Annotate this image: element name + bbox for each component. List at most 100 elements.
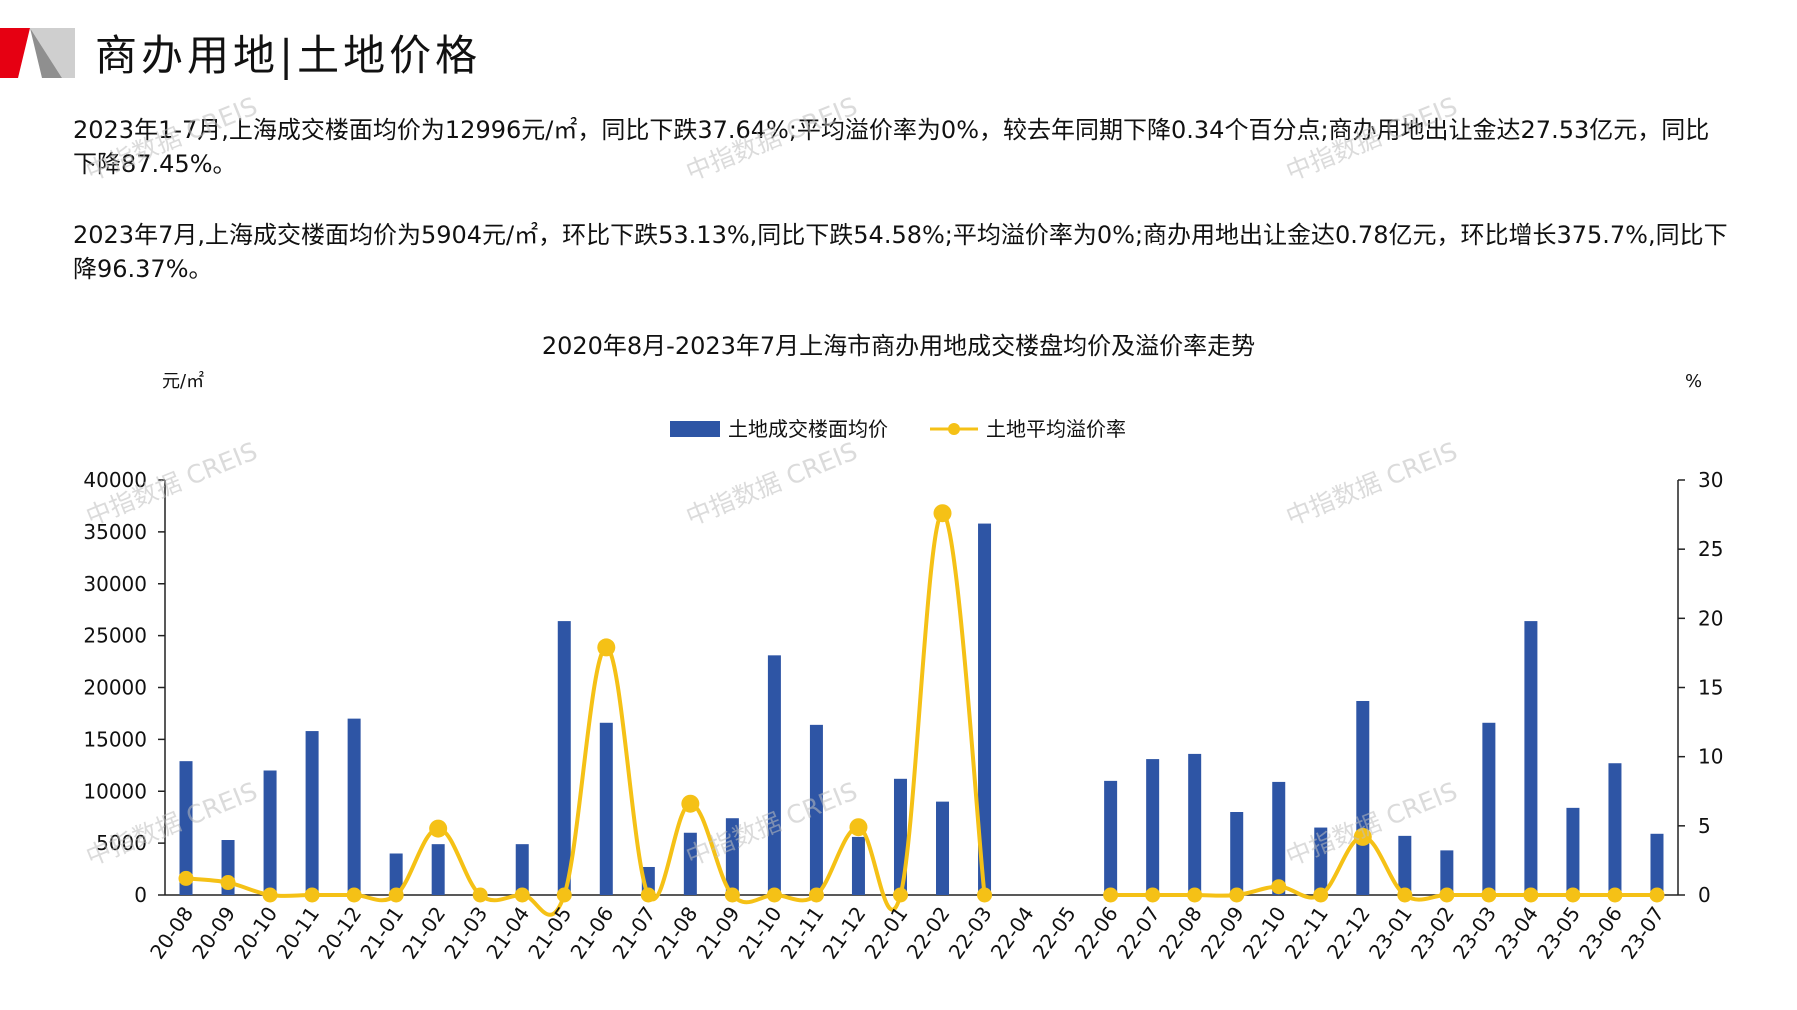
bar-23-02 [1440,850,1454,895]
x-tick-label: 23-04 [1490,902,1543,963]
bar-21-09 [725,818,739,895]
chart-axes: 0 5000 10000 15000 20000 25000 30000 35000 40000… [83,468,1723,907]
chart-title: 2020年8月-2023年7月上海市商办用地成交楼盘均价及溢价率走势 [541,332,1256,360]
point-21-07 [640,887,656,903]
point-21-09 [724,887,740,903]
x-tick-label: 21-09 [691,902,744,963]
x-tick-label: 20-10 [229,902,282,963]
point-21-03 [472,887,488,903]
y-right-tick-label: 15 [1698,676,1723,700]
bar-21-02 [431,844,445,895]
bar-23-04 [1524,621,1538,895]
summary-paragraph-ytd: 2023年1-7月,上海成交楼面均价为12996元/㎡，同比下跌37.64%;平… [73,116,1710,178]
bar-21-12 [851,836,865,895]
y-right-unit: % [1685,371,1702,392]
x-tick-label: 21-03 [439,902,492,963]
x-tick-label: 21-05 [523,902,576,963]
legend-bar-swatch [670,421,720,437]
y-right-tick-label: 25 [1698,537,1723,561]
page-title: 商办用地|土地价格 [95,31,482,80]
point-22-03 [977,887,993,903]
bar-22-08 [1188,753,1202,895]
bar-22-10 [1272,781,1286,895]
bar-20-11 [305,731,319,895]
x-tick-label: 21-04 [481,902,534,963]
x-tick-label: 22-08 [1154,902,1207,963]
x-tick-label: 22-09 [1196,902,1249,963]
point-21-01 [388,887,404,903]
y-left-tick-label: 15000 [83,727,147,751]
bar-23-01 [1398,835,1412,895]
x-tick-label: 21-07 [607,902,660,963]
y-right-tick-label: 5 [1698,814,1711,838]
point-22-10 [1271,879,1287,895]
line-series [178,504,1665,917]
point-23-01 [1397,887,1413,903]
bar-series [179,523,1664,895]
bar-20-10 [263,770,277,895]
x-tick-label: 21-11 [776,902,829,963]
bar-21-01 [389,853,403,895]
point-20-12 [346,887,362,903]
point-23-02 [1439,887,1455,903]
point-20-10 [262,887,278,903]
point-21-10 [766,887,782,903]
y-left-tick-label: 30000 [83,572,147,596]
point-20-09 [220,875,236,891]
x-tick-label: 22-07 [1112,902,1165,963]
y-left-tick-label: 40000 [83,468,147,492]
point-22-11 [1313,887,1329,903]
x-tick-label: 20-11 [271,902,324,963]
x-tick-label: 22-03 [944,902,997,963]
x-tick-label: 21-06 [565,902,618,963]
y-right-tick-label: 30 [1698,468,1723,492]
point-21-04 [514,887,530,903]
legend-line-label: 土地平均溢价率 [986,417,1126,441]
point-22-08 [1187,887,1203,903]
x-tick-label: 20-12 [313,902,366,963]
point-23-07 [1649,887,1665,903]
legend-line-marker [948,423,960,435]
bar-23-05 [1566,807,1580,895]
point-23-06 [1607,887,1623,903]
y-left-tick-label: 0 [134,883,147,907]
x-tick-label: 20-09 [187,902,240,963]
x-tick-label: 21-10 [733,902,786,963]
legend-bar-label: 土地成交楼面均价 [728,417,888,441]
summary-paragraph-month: 2023年7月,上海成交楼面均价为5904元/㎡，环比下跌53.13%,同比下跌… [73,221,1728,283]
point-23-04 [1523,887,1539,903]
x-tick-label: 22-06 [1070,902,1123,963]
x-tick-label: 21-01 [355,902,408,963]
point-22-07 [1145,887,1161,903]
x-tick-label: 22-04 [986,902,1039,963]
bar-21-06 [599,722,613,895]
point-21-02 [429,819,448,838]
bar-23-03 [1482,722,1496,895]
bar-22-11 [1314,827,1328,895]
point-23-05 [1565,887,1581,903]
x-tick-label: 22-11 [1280,902,1333,963]
y-left-tick-label: 10000 [83,779,147,803]
x-axis-labels: 20-0820-0920-1020-1120-1221-0121-0221-03… [145,902,1669,963]
point-21-11 [808,887,824,903]
point-22-01 [892,887,908,903]
y-left-tick-label: 35000 [83,520,147,544]
x-tick-label: 23-02 [1406,902,1459,963]
x-tick-label: 23-05 [1532,902,1585,963]
bar-21-10 [767,655,781,895]
x-tick-label: 22-01 [860,902,913,963]
point-21-05 [556,887,572,903]
point-20-11 [304,887,320,903]
bar-22-02 [936,801,950,895]
x-tick-label: 22-05 [1028,902,1081,963]
bar-21-11 [809,724,823,895]
point-22-12 [1353,827,1372,846]
bar-21-04 [515,844,529,895]
x-tick-label: 22-02 [902,902,955,963]
x-tick-label: 21-08 [649,902,702,963]
y-left-unit: 元/㎡ [162,370,204,392]
x-tick-label: 23-03 [1448,902,1501,963]
x-tick-label: 22-10 [1238,902,1291,963]
x-tick-label: 23-06 [1574,902,1627,963]
bar-20-08 [179,761,193,895]
